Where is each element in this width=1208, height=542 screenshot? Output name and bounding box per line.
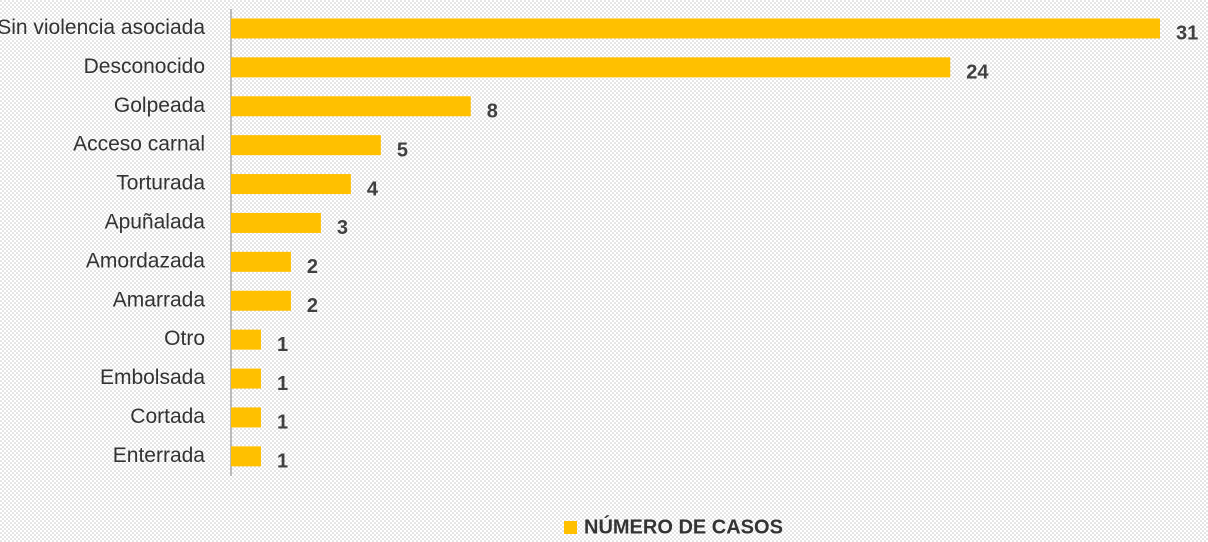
y-tick-label: Torturada: [116, 172, 205, 195]
value-label: 1: [277, 412, 288, 434]
value-label: 4: [367, 178, 379, 200]
value-label: 2: [307, 295, 318, 317]
y-tick-label: Amordazada: [86, 249, 205, 272]
value-label: 2: [307, 256, 318, 278]
y-tick-label: Desconocido: [84, 55, 205, 78]
y-tick-label: Acceso carnal: [73, 133, 205, 156]
bar: [231, 368, 261, 389]
bar: [231, 57, 951, 78]
value-label: 3: [337, 217, 348, 239]
y-tick-label: Golpeada: [114, 94, 205, 117]
y-tick-label: Cortada: [130, 405, 205, 428]
value-label: 31: [1176, 23, 1198, 45]
bar: [231, 446, 261, 467]
bar: [231, 290, 291, 311]
bar: [231, 407, 261, 428]
y-tick-label: Amarrada: [113, 288, 206, 311]
y-tick-label: Sin violencia asociada: [0, 16, 205, 39]
legend-swatch: [564, 521, 577, 534]
bar: [231, 18, 1160, 39]
y-tick-label: Embolsada: [100, 366, 205, 389]
bar: [231, 96, 471, 117]
y-tick-label: Apuñalada: [105, 210, 206, 233]
value-label: 5: [397, 139, 408, 161]
value-label: 1: [277, 451, 288, 473]
bar: [231, 212, 321, 233]
y-tick-label: Enterrada: [113, 444, 206, 467]
value-label: 24: [966, 62, 989, 84]
legend-label: NÚMERO DE CASOS: [584, 514, 783, 538]
value-label: 1: [277, 334, 288, 356]
bar: [231, 135, 381, 156]
bar: [231, 251, 291, 272]
value-label: 8: [487, 101, 498, 123]
value-label: 1: [277, 373, 288, 395]
y-tick-label: Otro: [164, 327, 205, 350]
bar: [231, 329, 261, 350]
bar: [231, 174, 351, 195]
